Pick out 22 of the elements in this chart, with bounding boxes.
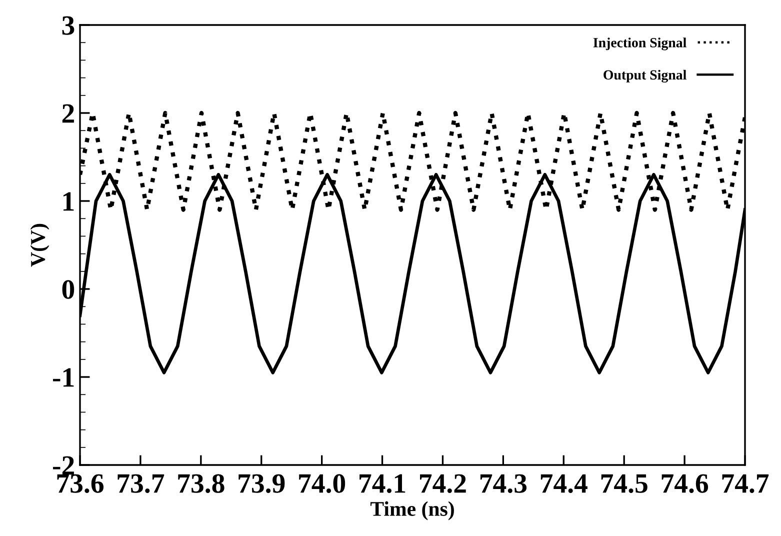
y-tick-label: 2 xyxy=(62,104,74,123)
y-tick-label: 1 xyxy=(63,192,74,211)
y-tick-label: -1 xyxy=(53,368,74,387)
x-tick-label: 74.4 xyxy=(540,474,588,494)
x-tick-label: 74.1 xyxy=(360,474,406,494)
y-tick-label: 3 xyxy=(62,16,74,35)
y-tick-label: 0 xyxy=(62,280,74,299)
legend-label: Injection Signal xyxy=(593,38,686,50)
y-tick-label: -2 xyxy=(53,456,74,475)
y-axis-title: V(V) xyxy=(30,224,50,267)
x-tick-label: 73.8 xyxy=(178,474,224,494)
legend-label: Output Signal xyxy=(604,70,686,83)
x-tick-label: 74.5 xyxy=(601,474,648,494)
x-tick-label: 73.9 xyxy=(238,474,285,494)
x-axis-title: Time (ns) xyxy=(370,501,454,520)
x-tick-label: 74.2 xyxy=(420,474,466,494)
x-tick-label: 74.3 xyxy=(480,474,527,494)
x-tick-label: 74.7 xyxy=(722,474,769,494)
x-tick-label: 74.6 xyxy=(662,474,708,494)
x-tick-label: 73.7 xyxy=(118,474,164,494)
x-tick-label: 73.6 xyxy=(57,474,104,494)
x-tick-label: 74.0 xyxy=(299,474,346,494)
